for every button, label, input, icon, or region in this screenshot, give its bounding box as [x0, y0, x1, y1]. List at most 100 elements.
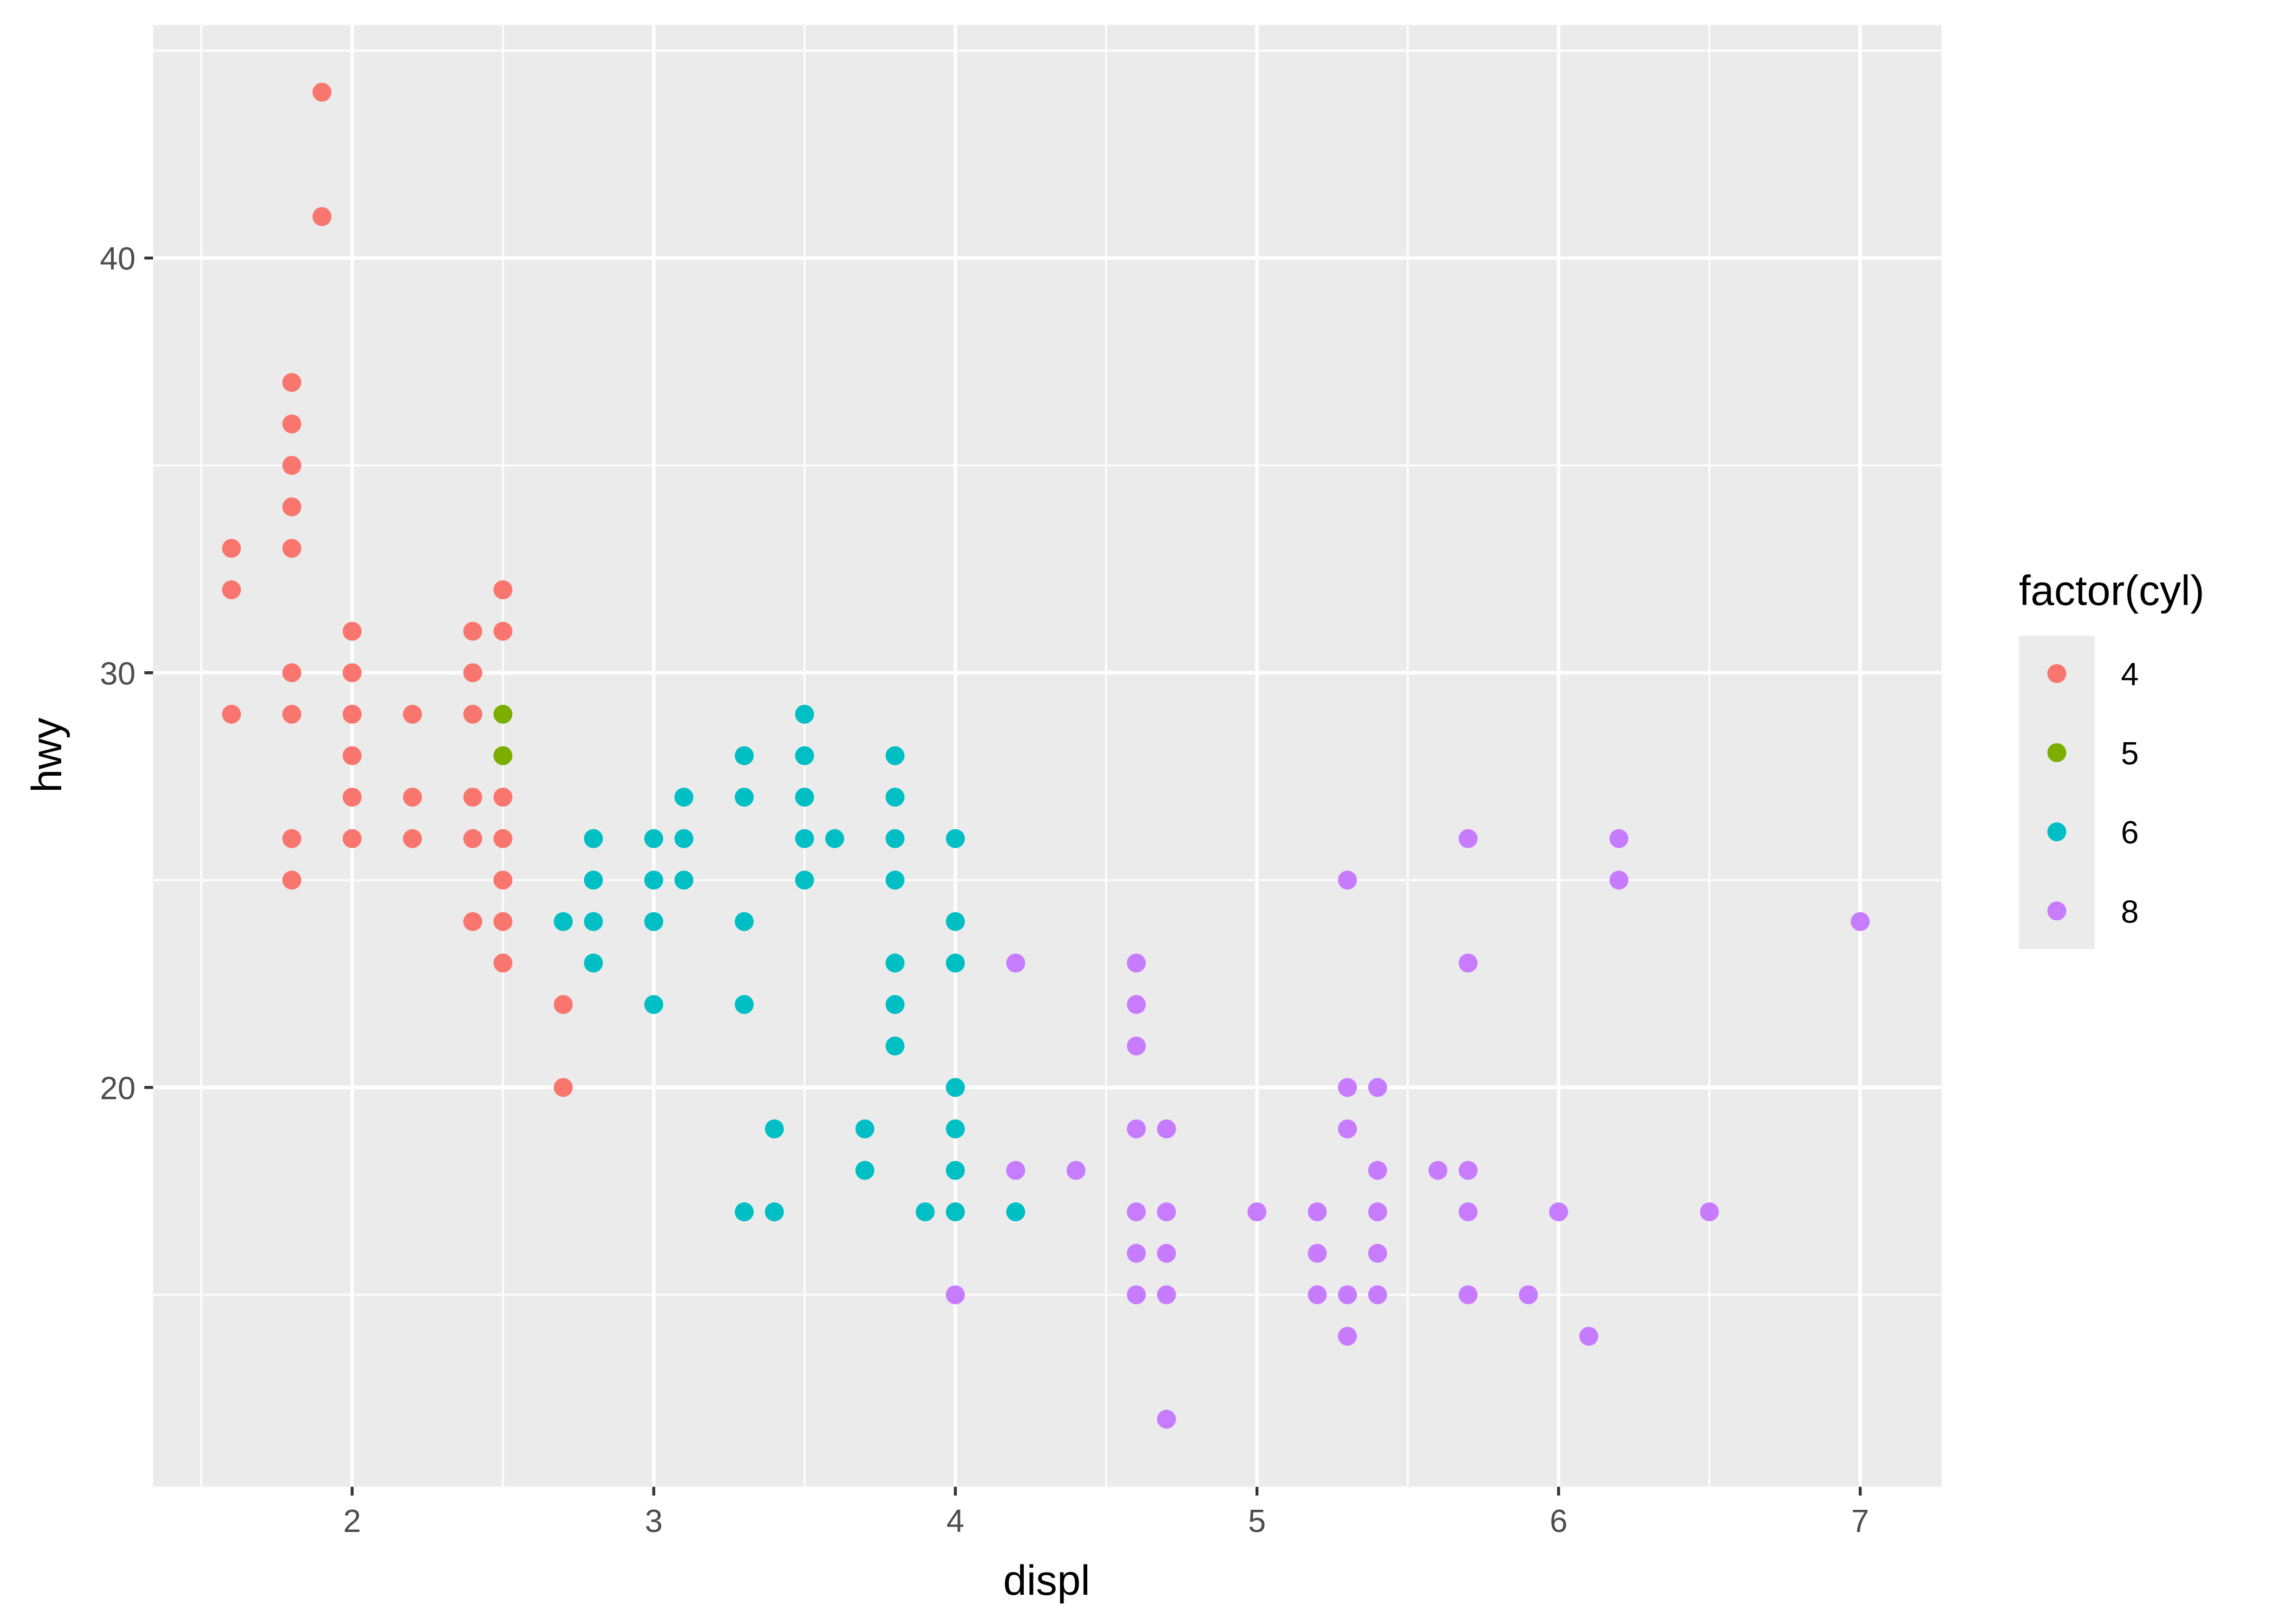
x-tick-label: 7 — [1851, 1503, 1869, 1539]
data-point-cyl-6 — [674, 788, 694, 807]
data-point-cyl-4 — [282, 829, 302, 848]
data-point-cyl-8 — [1519, 1285, 1538, 1305]
data-point-cyl-8 — [1308, 1243, 1327, 1263]
data-point-cyl-8 — [1127, 953, 1146, 973]
data-point-cyl-6 — [735, 788, 754, 807]
legend-title: factor(cyl) — [2019, 567, 2205, 614]
data-point-cyl-4 — [493, 912, 513, 931]
data-point-cyl-8 — [1247, 1202, 1267, 1222]
x-axis-title: displ — [1003, 1556, 1090, 1604]
data-point-cyl-4 — [463, 788, 482, 807]
x-tick-label: 5 — [1248, 1503, 1266, 1539]
data-point-cyl-8 — [1609, 829, 1629, 848]
data-point-cyl-6 — [885, 788, 905, 807]
data-point-cyl-4 — [342, 704, 362, 724]
data-point-cyl-4 — [403, 704, 422, 724]
data-point-cyl-8 — [1579, 1326, 1598, 1346]
data-point-cyl-6 — [885, 1036, 905, 1056]
data-point-cyl-8 — [1308, 1285, 1327, 1305]
data-point-cyl-6 — [795, 788, 814, 807]
gridlines — [153, 25, 1942, 1487]
data-point-cyl-8 — [1127, 995, 1146, 1014]
data-point-cyl-8 — [946, 1285, 965, 1305]
data-point-cyl-8 — [1368, 1161, 1387, 1180]
data-point-cyl-4 — [222, 580, 241, 600]
data-point-cyl-6 — [764, 1202, 784, 1222]
data-point-cyl-8 — [1368, 1202, 1387, 1222]
data-point-cyl-6 — [795, 829, 814, 848]
data-point-cyl-8 — [1338, 1285, 1357, 1305]
axis-ticks: 2 3 4 5 6 7 20 30 40 — [100, 240, 1870, 1539]
data-point-cyl-8 — [1459, 829, 1478, 848]
data-point-cyl-8 — [1549, 1202, 1569, 1222]
data-point-cyl-6 — [855, 1161, 874, 1180]
legend-key-cyl-8 — [2047, 901, 2067, 921]
data-point-cyl-6 — [946, 1161, 965, 1180]
data-point-cyl-6 — [735, 995, 754, 1014]
data-point-cyl-8 — [1156, 1243, 1176, 1263]
data-point-cyl-4 — [342, 829, 362, 848]
y-tick-label: 30 — [100, 655, 136, 691]
data-point-cyl-4 — [463, 704, 482, 724]
data-point-cyl-4 — [312, 207, 332, 226]
data-point-cyl-6 — [674, 829, 694, 848]
data-point-cyl-6 — [735, 1202, 754, 1222]
data-point-cyl-6 — [885, 746, 905, 765]
data-point-cyl-6 — [795, 870, 814, 890]
data-point-cyl-4 — [403, 788, 422, 807]
data-point-cyl-6 — [644, 870, 663, 890]
data-point-cyl-8 — [1156, 1410, 1176, 1429]
legend-key-cyl-5 — [2047, 743, 2067, 762]
data-point-cyl-6 — [916, 1202, 935, 1222]
y-tick-label: 20 — [100, 1070, 136, 1106]
data-point-cyl-5 — [493, 704, 513, 724]
data-point-cyl-8 — [1700, 1202, 1719, 1222]
data-point-cyl-6 — [946, 1202, 965, 1222]
data-point-cyl-4 — [493, 621, 513, 641]
data-point-cyl-6 — [946, 912, 965, 931]
data-point-cyl-8 — [1459, 953, 1478, 973]
legend: factor(cyl) 4 5 6 8 — [2018, 567, 2205, 949]
data-point-cyl-4 — [342, 788, 362, 807]
data-point-cyl-4 — [342, 663, 362, 683]
data-point-cyl-6 — [795, 746, 814, 765]
data-point-cyl-8 — [1156, 1285, 1176, 1305]
data-point-cyl-4 — [312, 82, 332, 102]
data-point-cyl-4 — [282, 414, 302, 434]
data-point-cyl-4 — [463, 829, 482, 848]
x-tick-label: 2 — [343, 1503, 361, 1539]
x-tick-label: 4 — [946, 1503, 964, 1539]
data-point-cyl-4 — [553, 995, 573, 1014]
data-point-cyl-8 — [1066, 1161, 1086, 1180]
data-point-cyl-4 — [493, 829, 513, 848]
data-point-cyl-6 — [885, 953, 905, 973]
data-point-cyl-8 — [1428, 1161, 1448, 1180]
legend-label: 4 — [2121, 656, 2139, 692]
data-point-cyl-6 — [584, 870, 603, 890]
data-point-cyl-4 — [282, 373, 302, 392]
data-point-cyl-8 — [1006, 953, 1025, 973]
data-point-cyl-8 — [1851, 912, 1870, 931]
data-point-cyl-4 — [342, 621, 362, 641]
data-point-cyl-8 — [1156, 1119, 1176, 1138]
legend-key-cyl-4 — [2047, 664, 2067, 683]
data-point-cyl-8 — [1459, 1285, 1478, 1305]
data-point-cyl-8 — [1308, 1202, 1327, 1222]
data-point-cyl-8 — [1338, 870, 1357, 890]
data-point-cyl-8 — [1127, 1285, 1146, 1305]
data-point-cyl-8 — [1127, 1119, 1146, 1138]
data-point-cyl-6 — [644, 995, 663, 1014]
data-point-cyl-8 — [1368, 1285, 1387, 1305]
data-point-cyl-6 — [946, 1078, 965, 1097]
y-axis-title: hwy — [23, 718, 70, 793]
data-point-cyl-6 — [855, 1119, 874, 1138]
data-point-cyl-6 — [584, 953, 603, 973]
legend-label: 5 — [2121, 735, 2139, 771]
data-point-cyl-4 — [282, 497, 302, 516]
x-tick-label: 6 — [1550, 1503, 1567, 1539]
data-point-cyl-8 — [1459, 1161, 1478, 1180]
data-point-cyl-6 — [885, 829, 905, 848]
legend-key-background — [2018, 636, 2095, 949]
